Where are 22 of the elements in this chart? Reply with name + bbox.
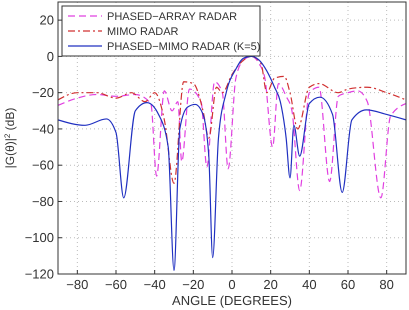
legend-label: PHASED−ARRAY RADAR	[107, 11, 238, 23]
y-tick-label: 20	[40, 12, 54, 28]
x-axis-title: ANGLE (DEGREES)	[172, 293, 292, 308]
x-tick-label: 0	[228, 277, 236, 292]
x-tick-label: 40	[302, 277, 317, 292]
x-tick-label: −60	[104, 277, 128, 292]
y-tick-label: −60	[32, 158, 54, 173]
y-tick-label: −20	[32, 85, 54, 100]
y-tick-label: −100	[24, 230, 54, 246]
legend-label: MIMO RADAR	[107, 26, 179, 38]
x-tick-label: −40	[144, 277, 166, 292]
y-tick-label: 0	[46, 48, 54, 64]
legend-label: PHASED−MIMO RADAR (K=5)	[107, 41, 260, 53]
x-tick-label: 20	[263, 277, 278, 292]
y-tick-label: −80	[32, 194, 54, 209]
x-tick-label: 80	[379, 277, 394, 292]
x-tick-label: −20	[182, 277, 204, 292]
x-tick-label: −80	[66, 277, 88, 292]
y-tick-label: −120	[24, 266, 54, 282]
y-tick-label: −40	[32, 121, 54, 136]
x-tick-label: 60	[340, 277, 356, 292]
line-series	[57, 56, 407, 271]
